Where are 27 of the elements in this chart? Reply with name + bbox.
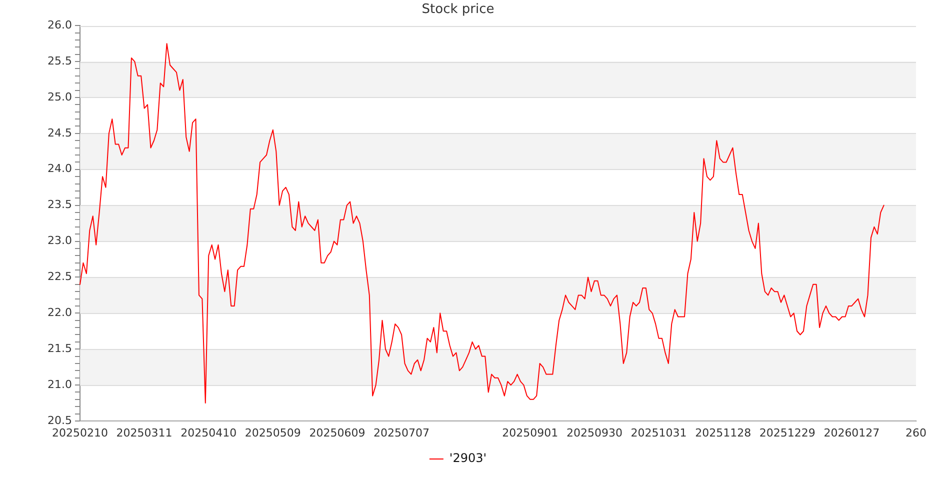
y-tick-label: 24.0 (48, 162, 72, 176)
x-tick-label: 20250930 (566, 426, 622, 440)
x-tick-label: 20250509 (244, 426, 301, 440)
legend-label: '2903' (449, 451, 487, 466)
x-tick-label: 20250901 (502, 426, 558, 440)
chart-title: Stock price (422, 2, 494, 18)
x-tick-label: 20251229 (759, 426, 816, 440)
y-tick-label: 25.0 (48, 90, 72, 104)
y-tick-label: 25.5 (48, 54, 72, 68)
y-tick-label: 22.5 (48, 270, 72, 284)
y-tick-label: 21.5 (48, 342, 72, 355)
x-tick-label: 20250410 (180, 426, 237, 440)
y-tick-label: 24.5 (48, 126, 72, 140)
y-tick-label: 20.5 (48, 414, 72, 427)
y-tick-label: 21.0 (48, 378, 72, 391)
x-tick-label: 260 (906, 426, 926, 440)
x-tick-label: 20251128 (695, 426, 752, 440)
x-tick-label: 20250707 (374, 426, 430, 440)
y-tick-label: 22.0 (48, 306, 72, 320)
x-tick-label: 20251031 (630, 426, 687, 440)
y-tick-label: 26.0 (48, 18, 72, 32)
x-tick-label: 20260127 (824, 426, 880, 440)
y-tick-label: 23.5 (48, 198, 72, 212)
x-tick-label: 20250210 (52, 426, 108, 440)
x-tick-label: 20250609 (309, 426, 366, 440)
y-tick-label: 23.0 (48, 234, 72, 248)
x-tick-label: 20250311 (116, 426, 172, 440)
